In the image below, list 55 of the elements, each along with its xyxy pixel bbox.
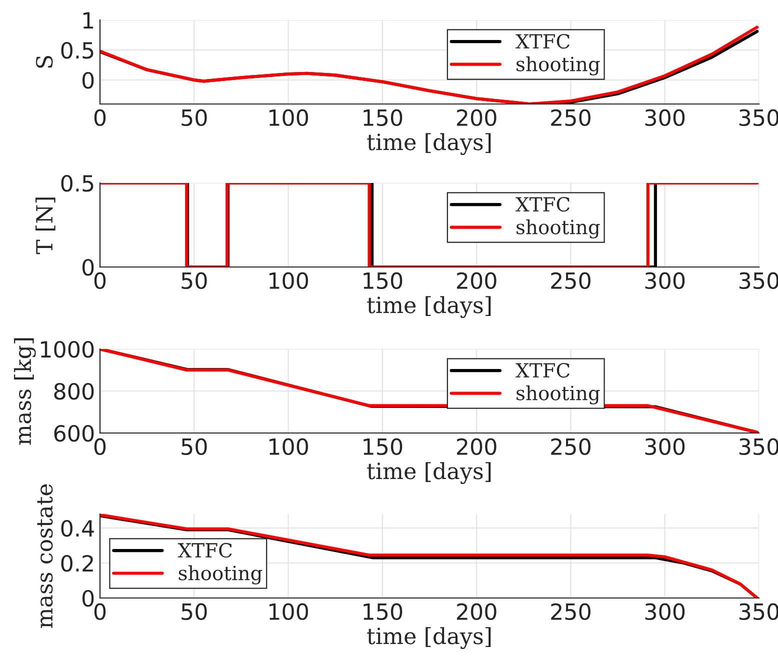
x-tick-label: 250 bbox=[551, 603, 590, 620]
x-tick-label: 100 bbox=[270, 109, 308, 126]
x-tick-label: 200 bbox=[456, 272, 496, 290]
x-tick-label: 0 bbox=[94, 603, 106, 620]
x-tick-label: 100 bbox=[270, 272, 308, 290]
x-tick-label: 250 bbox=[551, 438, 590, 456]
x-tick-label: 0 bbox=[94, 438, 106, 456]
y-tick-label: 0 bbox=[82, 590, 94, 607]
x-tick-label: 300 bbox=[645, 603, 685, 620]
y-tick-label: 0.5 bbox=[61, 42, 94, 59]
x-tick-label: 100 bbox=[270, 438, 308, 456]
legend-label: XTFC bbox=[516, 362, 570, 378]
x-tick-label: 150 bbox=[364, 272, 402, 290]
x-tick-label: 250 bbox=[551, 109, 590, 126]
x-tick-label: 50 bbox=[182, 438, 207, 456]
legend-label: shooting bbox=[178, 565, 262, 584]
y-tick-label: 1000 bbox=[41, 340, 94, 358]
x-tick-label: 150 bbox=[364, 109, 402, 126]
y-axis-title: S bbox=[36, 56, 53, 68]
y-tick-label: 800 bbox=[54, 382, 94, 400]
legend-label: XTFC bbox=[178, 542, 232, 558]
x-tick-label: 300 bbox=[645, 272, 685, 290]
x-tick-label: 50 bbox=[182, 272, 207, 290]
legend-label: XTFC bbox=[516, 34, 570, 49]
legend-label: XTFC bbox=[516, 196, 570, 212]
y-tick-label: 0 bbox=[82, 258, 94, 276]
x-tick-label: 150 bbox=[364, 603, 402, 620]
y-axis-title: mass [kg] bbox=[14, 338, 36, 445]
x-axis-title: time [days] bbox=[367, 627, 491, 649]
y-tick-label: 0.4 bbox=[61, 520, 94, 537]
x-tick-label: 0 bbox=[94, 109, 106, 126]
y-tick-label: 0 bbox=[82, 72, 94, 89]
x-tick-label: 200 bbox=[456, 438, 496, 456]
y-axis-title: mass costate bbox=[37, 484, 53, 628]
x-tick-label: 100 bbox=[270, 603, 308, 620]
y-tick-label: 600 bbox=[54, 424, 94, 442]
x-tick-label: 300 bbox=[645, 438, 685, 456]
x-tick-label: 300 bbox=[645, 109, 685, 126]
legend-label: shooting bbox=[516, 219, 600, 238]
x-tick-label: 0 bbox=[94, 272, 106, 290]
x-tick-label: 150 bbox=[364, 438, 402, 456]
x-tick-label: 200 bbox=[456, 109, 496, 126]
x-tick-label: 50 bbox=[182, 109, 207, 126]
y-tick-label: 0.2 bbox=[61, 554, 93, 572]
y-tick-label: 1 bbox=[83, 12, 94, 28]
x-axis-title: time [days] bbox=[367, 133, 491, 155]
x-tick-label: 50 bbox=[182, 603, 207, 620]
x-tick-label: 250 bbox=[551, 272, 590, 290]
x-axis-title: time [days] bbox=[367, 462, 491, 484]
legend-label: shooting bbox=[516, 385, 600, 404]
y-axis-title: T [N] bbox=[36, 198, 56, 254]
x-axis-title: time [days] bbox=[367, 296, 491, 318]
legend-label: shooting bbox=[516, 56, 600, 76]
y-tick-label: 0.5 bbox=[61, 174, 94, 192]
x-tick-label: 200 bbox=[456, 603, 496, 620]
